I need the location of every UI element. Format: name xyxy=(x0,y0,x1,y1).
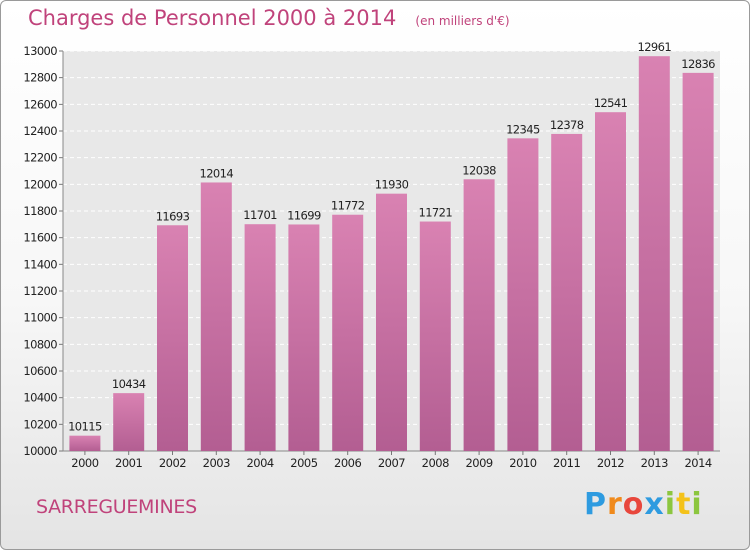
bar-value-label: 12378 xyxy=(550,118,584,132)
bar-value-label: 11693 xyxy=(156,209,190,223)
bar xyxy=(682,72,714,451)
bar-value-label: 10115 xyxy=(68,420,102,434)
bar-value-label: 11701 xyxy=(243,208,277,222)
y-tick-label: 12800 xyxy=(23,71,57,85)
bar-value-label: 12345 xyxy=(506,122,540,136)
y-tick-label: 12000 xyxy=(23,177,57,191)
y-tick-label: 10600 xyxy=(23,364,57,378)
bar-value-label: 11772 xyxy=(331,199,365,213)
bar xyxy=(507,138,539,452)
y-tick-label: 11200 xyxy=(23,284,57,298)
commune-name: SARREGUEMINES xyxy=(36,496,197,518)
x-tick-label: 2004 xyxy=(246,456,273,470)
logo-letter: r xyxy=(607,487,623,522)
bar xyxy=(376,193,407,451)
bar xyxy=(288,224,320,451)
x-tick-label: 2005 xyxy=(290,456,317,470)
logo-letter: P xyxy=(584,487,607,522)
x-tick-label: 2014 xyxy=(684,456,711,470)
x-tick-label: 2012 xyxy=(597,456,624,470)
bar xyxy=(595,112,626,451)
y-tick-label: 10000 xyxy=(23,444,57,458)
x-tick-label: 2013 xyxy=(641,456,668,470)
bar-value-label: 11699 xyxy=(287,208,321,222)
logo-letter: i xyxy=(691,487,703,522)
x-tick-label: 2010 xyxy=(509,456,536,470)
x-tick-label: 2002 xyxy=(159,456,186,470)
y-tick-label: 12400 xyxy=(23,124,57,138)
x-tick-label: 2007 xyxy=(378,456,405,470)
bar-value-label: 12836 xyxy=(681,57,715,71)
x-tick-label: 2000 xyxy=(71,456,98,470)
bar xyxy=(419,221,451,451)
bar-value-label: 11721 xyxy=(419,206,453,220)
bar-value-label: 12014 xyxy=(200,166,234,180)
bar-value-label: 11930 xyxy=(375,178,409,192)
bar xyxy=(551,133,583,451)
y-tick-label: 12200 xyxy=(23,151,57,165)
logo-letter: x xyxy=(644,487,665,522)
chart-title-block: Charges de Personnel 2000 à 2014 (en mil… xyxy=(28,6,510,30)
bar xyxy=(332,214,364,451)
bar-value-label: 12961 xyxy=(638,40,672,54)
proxiti-logo: Proxiti xyxy=(584,487,703,522)
x-tick-label: 2008 xyxy=(422,456,449,470)
chart-title: Charges de Personnel 2000 à 2014 xyxy=(28,6,397,30)
logo-letter: t xyxy=(676,487,692,522)
bar xyxy=(244,224,276,451)
bar xyxy=(200,182,232,451)
y-tick-label: 10400 xyxy=(23,391,57,405)
y-tick-label: 10800 xyxy=(23,337,57,351)
y-tick-label: 10200 xyxy=(23,417,57,431)
logo-letter: o xyxy=(622,487,645,522)
x-tick-label: 2006 xyxy=(334,456,361,470)
bar-value-label: 10434 xyxy=(112,377,146,391)
bar xyxy=(463,179,495,451)
x-tick-label: 2009 xyxy=(465,456,492,470)
bar xyxy=(113,393,145,451)
chart-unit: (en milliers d'€) xyxy=(415,14,510,28)
y-tick-label: 12600 xyxy=(23,97,57,111)
y-tick-label: 11000 xyxy=(23,311,57,325)
y-tick-label: 11600 xyxy=(23,231,57,245)
y-tick-label: 11400 xyxy=(23,257,57,271)
logo-letter: i xyxy=(664,487,677,522)
y-tick-label: 13000 xyxy=(23,44,57,58)
x-tick-label: 2003 xyxy=(203,456,230,470)
x-tick-label: 2011 xyxy=(553,456,580,470)
bar-value-label: 12541 xyxy=(594,96,628,110)
y-tick-label: 11800 xyxy=(23,204,57,218)
x-tick-label: 2001 xyxy=(115,456,142,470)
bar-value-label: 12038 xyxy=(462,163,496,177)
bar xyxy=(69,435,101,451)
bar xyxy=(157,225,188,451)
bar xyxy=(638,56,670,451)
